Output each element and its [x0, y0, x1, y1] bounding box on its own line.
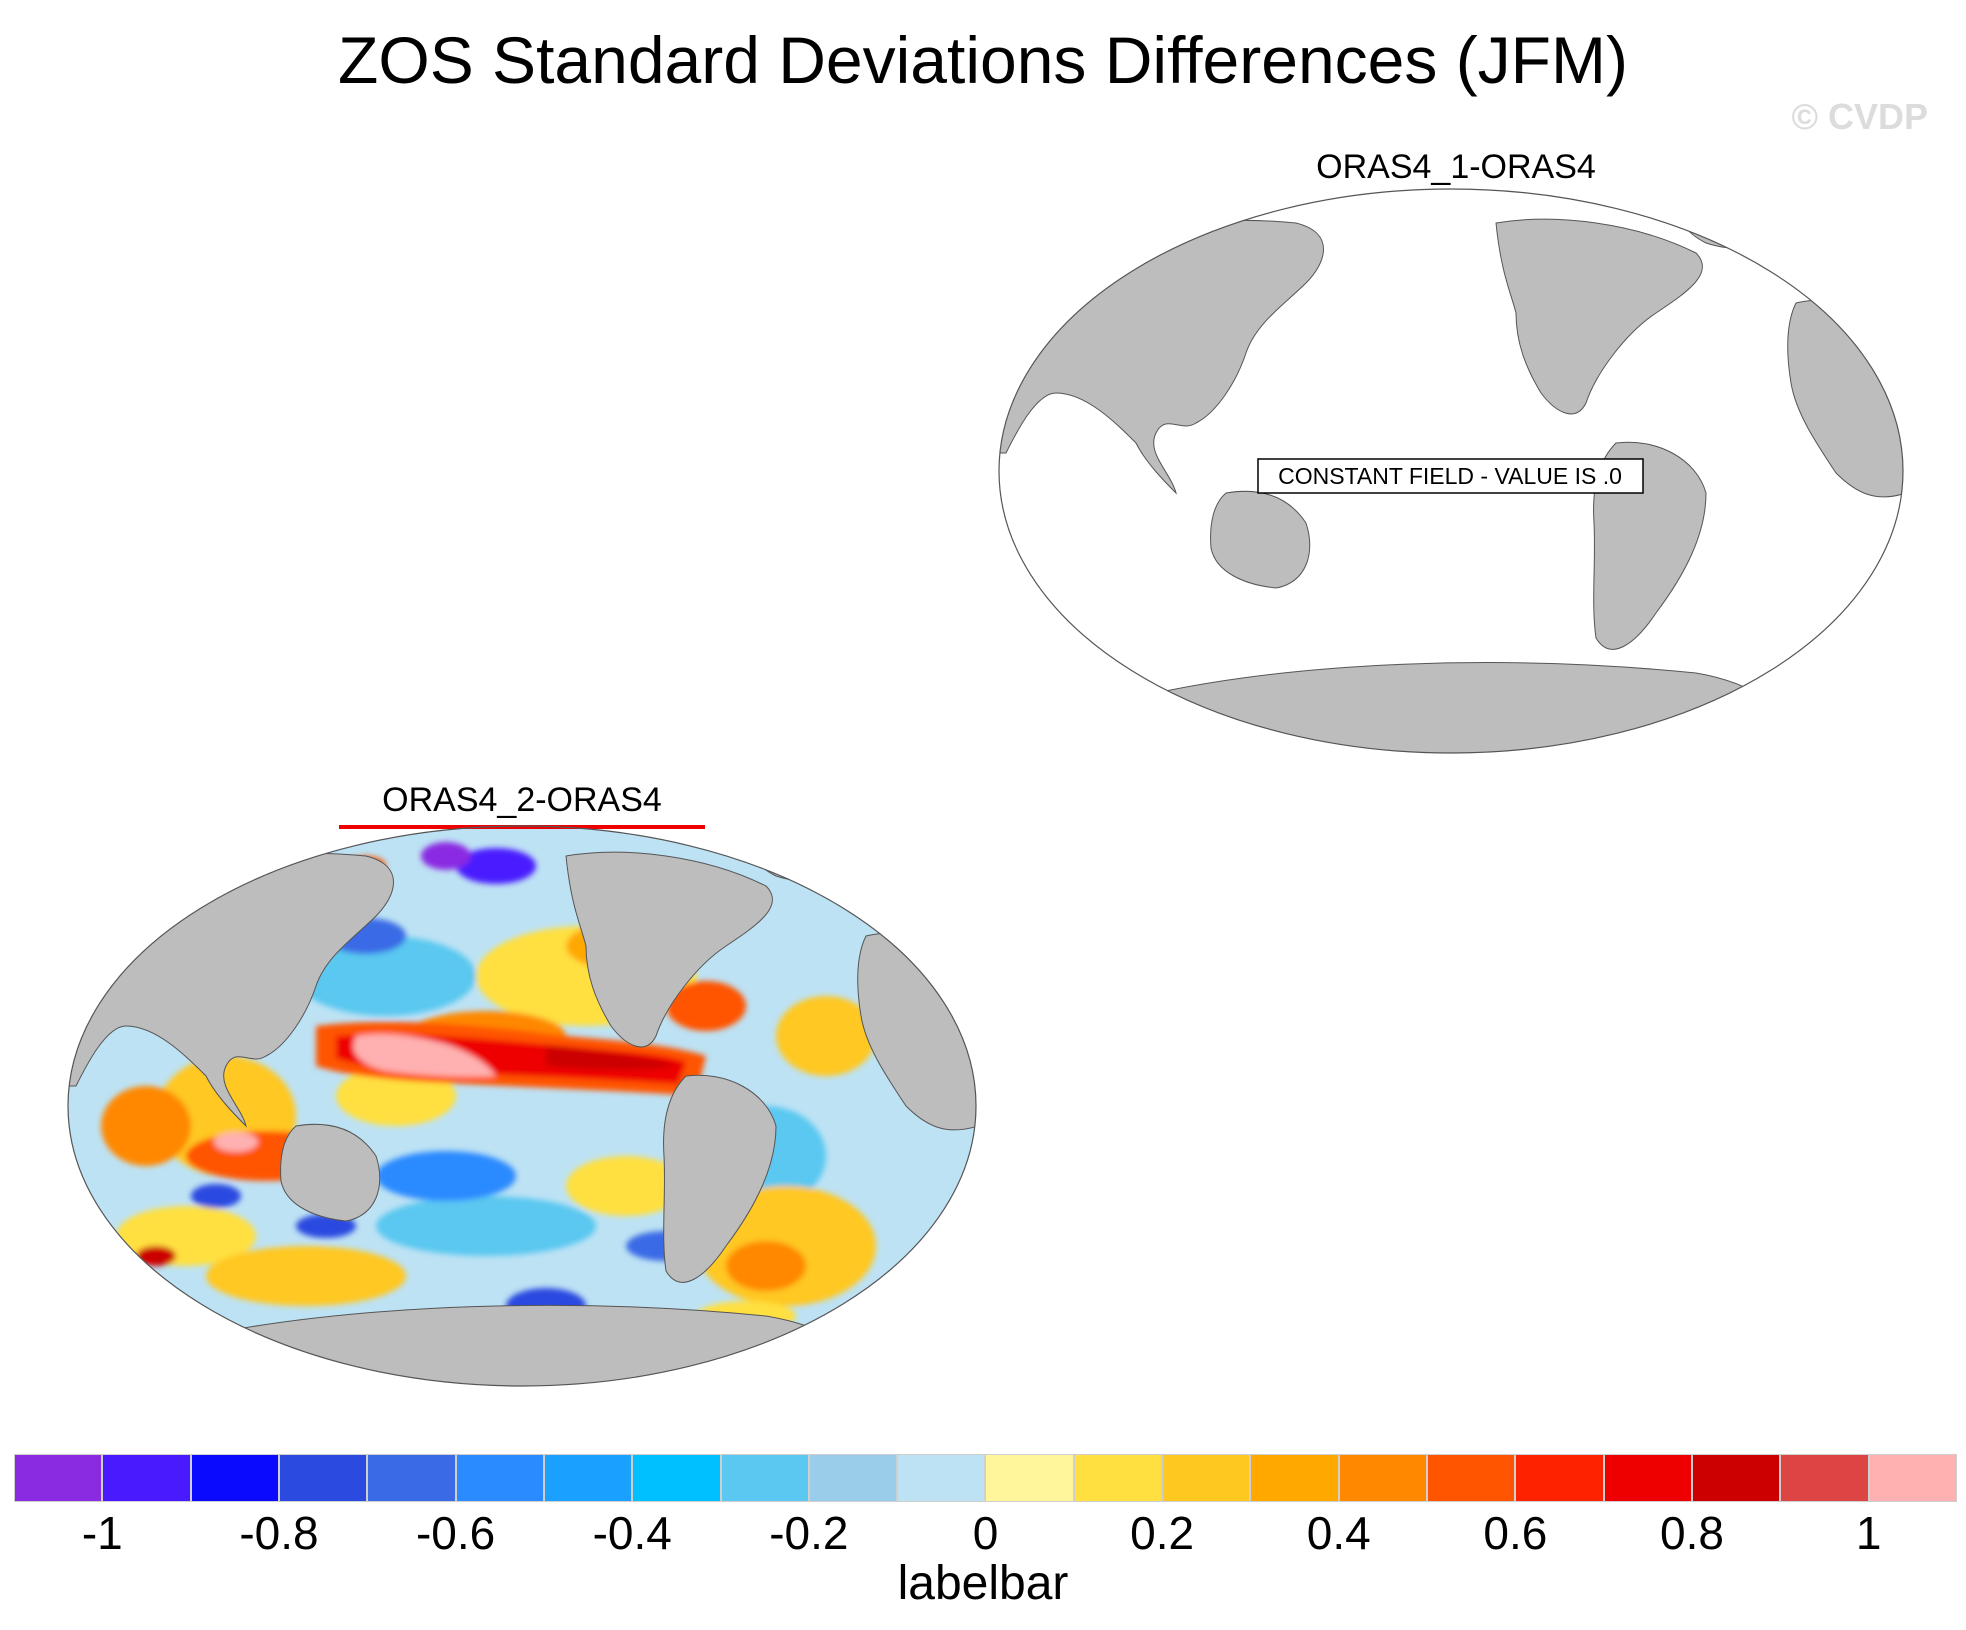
labelbar-tick-label: -0.4	[592, 1507, 672, 1559]
labelbar-tick-label: 0.8	[1660, 1507, 1724, 1559]
map-2-boundary	[67, 825, 977, 1387]
labelbar-box	[190, 1454, 279, 1502]
labelbar-box	[367, 1454, 456, 1502]
labelbar-box	[278, 1454, 368, 1502]
labelbar-box	[1515, 1454, 1604, 1502]
labelbar-tick-label: -1	[81, 1507, 123, 1559]
labelbar-box	[1603, 1454, 1692, 1502]
panel-2-title: ORAS4_2-ORAS4	[382, 781, 662, 819]
labelbar-tick-label: 0.2	[1130, 1507, 1195, 1559]
labelbar-box	[720, 1454, 809, 1502]
labelbar-box	[808, 1454, 898, 1502]
labelbar-box	[985, 1454, 1074, 1502]
labelbar-box	[102, 1454, 191, 1502]
labelbar-box	[1162, 1454, 1251, 1502]
labelbar-box	[1338, 1454, 1427, 1502]
labelbar-box	[543, 1454, 633, 1502]
labelbar-box	[1427, 1454, 1516, 1502]
map-oras4-2	[67, 825, 977, 1387]
labelbar-tick-label: -0.2	[769, 1507, 849, 1559]
figure-title: ZOS Standard Deviations Differences (JFM…	[338, 23, 1628, 97]
labelbar-tick-label: 0.6	[1483, 1507, 1548, 1559]
labelbar-box	[1868, 1454, 1957, 1502]
labelbar-box	[1780, 1454, 1869, 1502]
labelbar-box	[1073, 1454, 1163, 1502]
labelbar-tick-label: -0.8	[239, 1507, 319, 1559]
labelbar-box	[455, 1454, 544, 1502]
map-1-land	[999, 198, 1903, 753]
cvdp-watermark: © CVDP	[1791, 96, 1928, 137]
labelbar-tick-label: 1	[1855, 1507, 1882, 1559]
labelbar-tick-label: 0.4	[1306, 1507, 1371, 1559]
labelbar-tick-label: 0	[972, 1507, 999, 1559]
labelbar-box	[14, 1454, 103, 1502]
labelbar-box	[1691, 1454, 1781, 1502]
labelbar	[14, 1454, 1957, 1502]
labelbar-box	[897, 1454, 986, 1502]
constant-field-box	[1257, 458, 1644, 494]
labelbar-title: labelbar	[897, 1557, 1069, 1610]
map-1-boundary	[998, 188, 1904, 754]
map-oras4-1: CONSTANT FIELD - VALUE IS .0	[998, 188, 1904, 754]
labelbar-box	[1250, 1454, 1339, 1502]
panel-1-title: ORAS4_1-ORAS4	[1316, 148, 1596, 186]
labelbar-box	[632, 1454, 721, 1502]
constant-field-message: CONSTANT FIELD - VALUE IS .0	[1278, 463, 1622, 489]
labelbar-tick-label: -0.6	[415, 1507, 496, 1559]
